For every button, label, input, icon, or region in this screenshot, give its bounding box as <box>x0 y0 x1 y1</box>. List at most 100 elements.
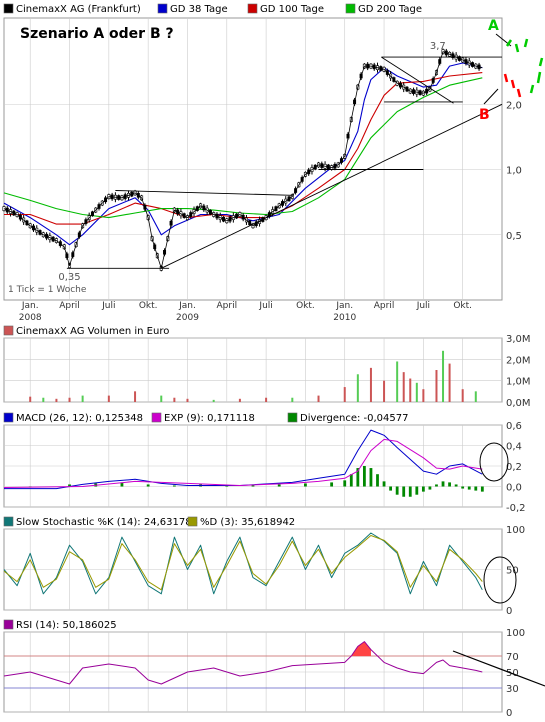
divergence-bar <box>395 486 399 495</box>
legend-label-divergence: Divergence: -0,04577 <box>300 413 408 424</box>
volume-bar <box>343 387 346 402</box>
divergence-bar <box>369 468 373 487</box>
volume-bar <box>186 398 189 402</box>
rsi-trend-line <box>452 650 545 687</box>
y-tick-label: 70 <box>506 652 519 663</box>
volume-bar <box>461 389 464 402</box>
macd-highlight-circle <box>479 442 509 482</box>
divergence-bar <box>356 468 360 487</box>
y-tick-label: 0,2 <box>506 462 522 473</box>
x-tick-label: Juli <box>416 301 430 311</box>
x-tick-year: 2010 <box>333 313 356 323</box>
scenario-a-label: A <box>488 18 499 34</box>
volume-bar <box>383 380 386 402</box>
y-tick-label: 0 <box>506 606 512 617</box>
x-tick-label: Juli <box>101 301 115 311</box>
legend-swatch-divergence <box>287 412 298 423</box>
stoch_d-line <box>3 535 483 591</box>
volume-bar <box>435 370 438 402</box>
volume-bar <box>442 350 445 402</box>
y-tick-label: 0,0 <box>506 483 522 494</box>
volume-bar <box>422 389 425 402</box>
legend-label-ma38: GD 38 Tage <box>170 4 228 15</box>
volume-bar <box>409 378 412 402</box>
y-tick-label: 100 <box>506 628 525 639</box>
macd-line <box>4 429 483 490</box>
y-tick-label: 1,0M <box>506 377 531 388</box>
volume-bar <box>42 397 45 402</box>
panel-frame-1 <box>3 337 503 403</box>
volume-bar <box>265 397 268 402</box>
legend-swatch-macd <box>3 412 14 423</box>
divergence-bar <box>330 482 334 487</box>
legend-swatch-ma200 <box>345 3 356 14</box>
divergence-bar <box>277 484 281 487</box>
x-tick-label: Jan. <box>335 301 353 311</box>
divergence-bar <box>146 484 150 487</box>
y-tick-label: -0,2 <box>506 503 526 514</box>
rsi-overbought-fill <box>351 641 371 656</box>
divergence-bar <box>428 486 432 490</box>
high-annotation: 3,7 <box>430 41 446 52</box>
divergence-bar <box>421 486 425 492</box>
chart-title: Szenario A oder B ? <box>20 26 174 42</box>
volume-bar <box>448 363 451 402</box>
volume-bar <box>55 398 58 402</box>
y-tick-label: 0,5 <box>506 231 522 242</box>
legend-swatch-ma100 <box>247 3 258 14</box>
tick-note: 1 Tick = 1 Woche <box>8 285 87 295</box>
divergence-bar <box>251 485 255 487</box>
y-tick-label: 0,6 <box>506 421 522 432</box>
y-tick-label: 30 <box>506 684 519 695</box>
legend-label-stoch_k: Slow Stochastic %K (14): 24,631783 <box>16 517 198 528</box>
panel-frame-0 <box>3 17 503 301</box>
volume-bar <box>107 395 110 402</box>
divergence-bar <box>362 466 366 487</box>
x-tick-label: April <box>217 301 238 311</box>
low-annotation: 0,35 <box>58 272 80 283</box>
divergence-bar <box>441 481 445 487</box>
divergence-bar <box>461 486 465 489</box>
volume-bar <box>134 391 137 402</box>
scenario-b-arrow <box>483 88 499 105</box>
x-tick-label: Okt. <box>296 301 315 311</box>
divergence-bar <box>435 484 438 487</box>
scenario-b-dash <box>510 79 516 89</box>
divergence-bar <box>349 474 353 487</box>
legend-swatch-stoch_k <box>3 516 14 527</box>
volume-bar <box>160 395 163 402</box>
legend-swatch-exp <box>151 412 162 423</box>
legend-label-exp: EXP (9): 0,171118 <box>164 413 255 424</box>
legend-swatch-volume <box>3 325 14 336</box>
y-tick-label: 2,0 <box>506 100 522 111</box>
y-tick-label: 1,0 <box>506 166 522 177</box>
scenario-b-dash <box>503 73 509 83</box>
legend-label-rsi: RSI (14): 50,186025 <box>16 620 117 631</box>
divergence-bar <box>408 486 412 497</box>
divergence-bar <box>68 484 71 487</box>
scenario-b-dash <box>516 88 522 98</box>
volume-bar <box>369 367 372 402</box>
x-tick-year: 2009 <box>176 313 199 323</box>
trend-line <box>381 56 454 104</box>
legend-swatch-stoch_d <box>187 516 198 527</box>
exp-line <box>3 438 483 488</box>
volume-bar <box>238 398 241 402</box>
legend-label-volume: CinemaxX AG Volumen in Euro <box>16 326 169 337</box>
volume-bar <box>173 397 176 402</box>
x-tick-label: April <box>374 301 395 311</box>
y-tick-label: 0,4 <box>506 442 522 453</box>
scenario-a-dash <box>514 43 520 53</box>
divergence-bar <box>454 484 458 487</box>
legend-swatch-price <box>3 3 14 14</box>
x-tick-label: Okt. <box>453 301 472 311</box>
x-tick-label: Juli <box>258 301 272 311</box>
volume-bar <box>81 395 84 402</box>
scenario-a-dash <box>536 71 542 84</box>
divergence-bar <box>172 485 176 487</box>
divergence-bar <box>402 486 406 497</box>
volume-bar <box>474 391 477 402</box>
legend-label-ma200: GD 200 Tage <box>358 4 422 15</box>
scenario-a-dash <box>538 57 544 67</box>
